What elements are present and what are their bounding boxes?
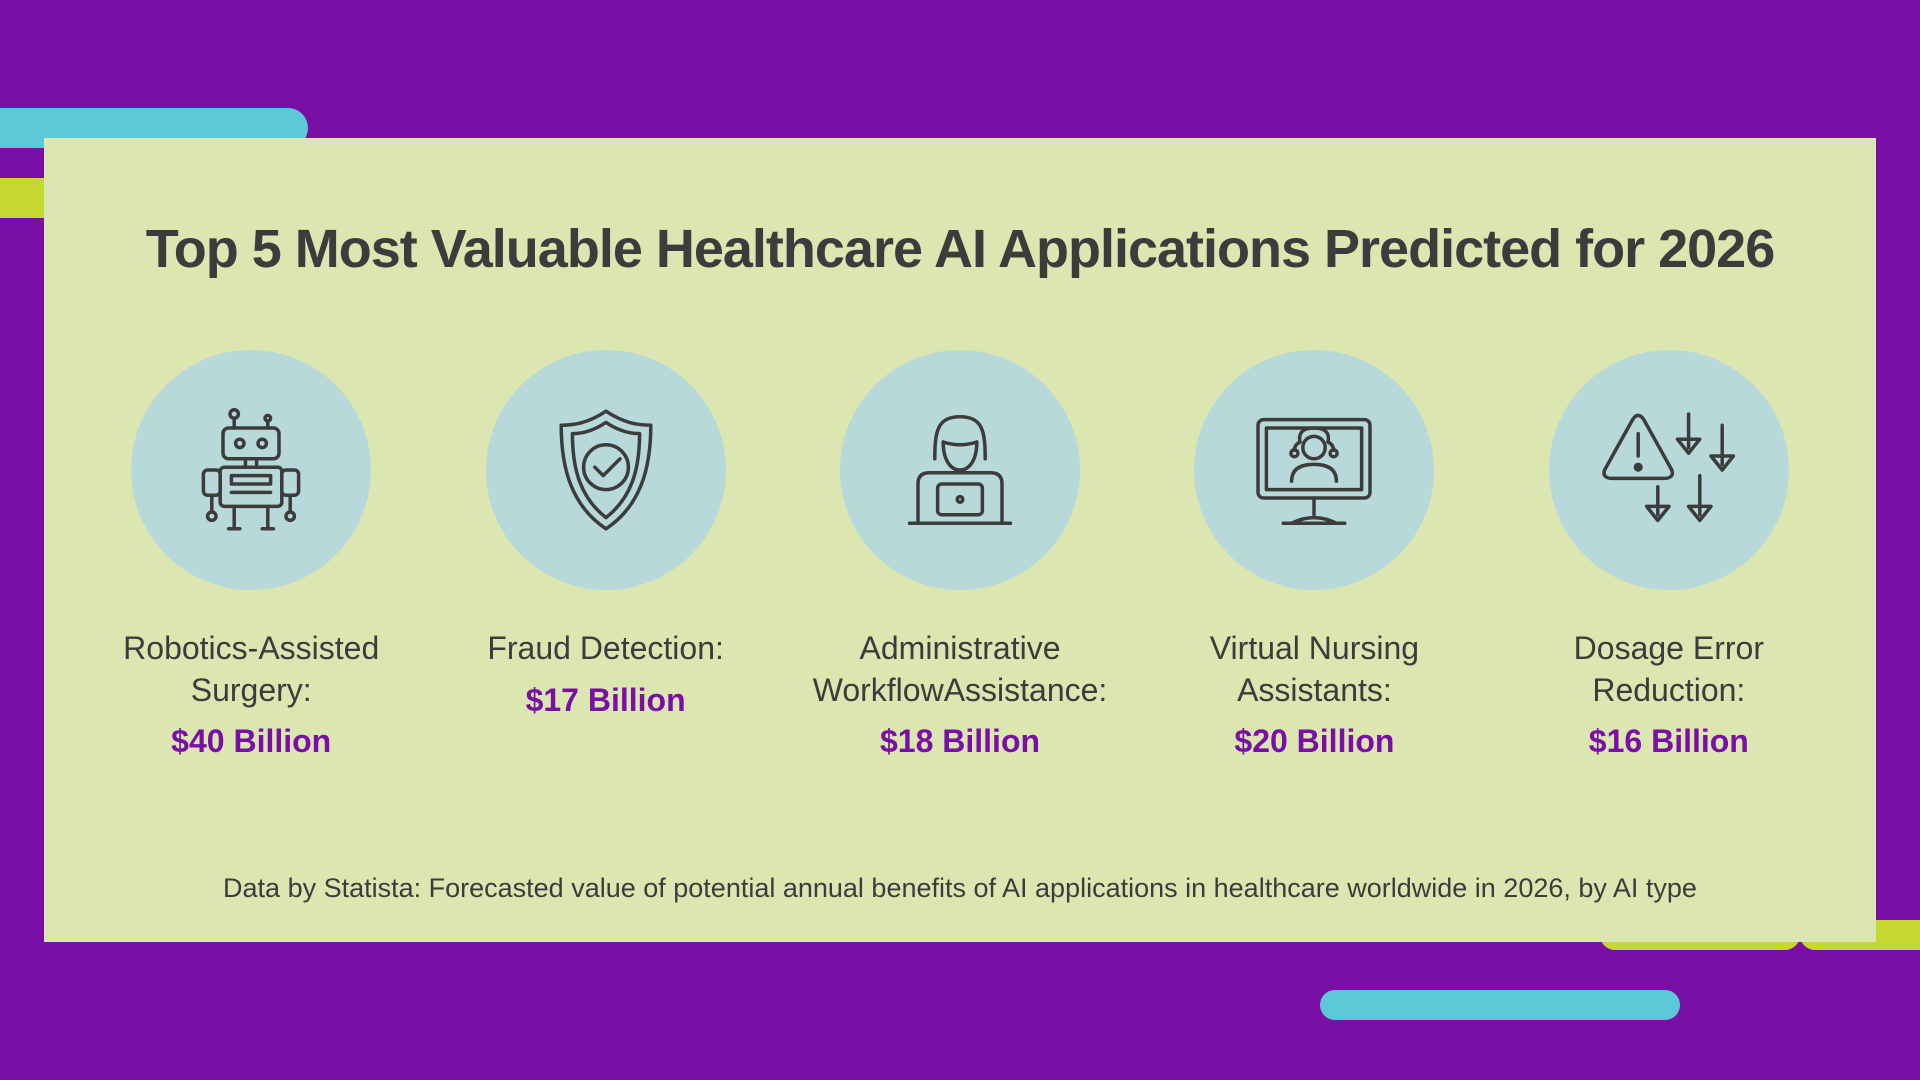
item-label: Dosage Error Reduction: [1512,628,1826,711]
shield-icon [536,400,676,540]
item-value: $16 Billion [1589,723,1749,760]
item-label: Robotics-Assisted Surgery: [94,628,408,711]
item-value: $18 Billion [880,723,1040,760]
items-row: Robotics-Assisted Surgery: $40 Billion Fr… [94,350,1826,760]
item-monitor: Virtual Nursing Assistants: $20 Billion [1157,350,1471,760]
content-panel: Top 5 Most Valuable Healthcare AI Applic… [44,138,1876,942]
item-label: Administrative WorkflowAssistance: [803,628,1117,711]
data-source: Data by Statista: Forecasted value of po… [44,873,1876,904]
item-circle [131,350,371,590]
item-robot: Robotics-Assisted Surgery: $40 Billion [94,350,408,760]
item-dosage: Dosage Error Reduction: $16 Billion [1512,350,1826,760]
item-circle [840,350,1080,590]
item-circle [486,350,726,590]
item-label: Fraud Detection: [487,628,724,670]
item-shield: Fraud Detection: $17 Billion [448,350,762,760]
pill-bottom-teal [1320,990,1680,1020]
item-value: $17 Billion [526,682,686,719]
dosage-icon [1599,400,1739,540]
item-label: Virtual Nursing Assistants: [1157,628,1471,711]
page-title: Top 5 Most Valuable Healthcare AI Applic… [94,218,1826,280]
item-value: $20 Billion [1234,723,1394,760]
item-circle [1549,350,1789,590]
robot-icon [181,400,321,540]
item-circle [1194,350,1434,590]
monitor-icon [1244,400,1384,540]
item-value: $40 Billion [171,723,331,760]
admin-icon [890,400,1030,540]
infographic-canvas: Top 5 Most Valuable Healthcare AI Applic… [0,0,1920,1080]
item-admin: Administrative WorkflowAssistance: $18 Bi… [803,350,1117,760]
